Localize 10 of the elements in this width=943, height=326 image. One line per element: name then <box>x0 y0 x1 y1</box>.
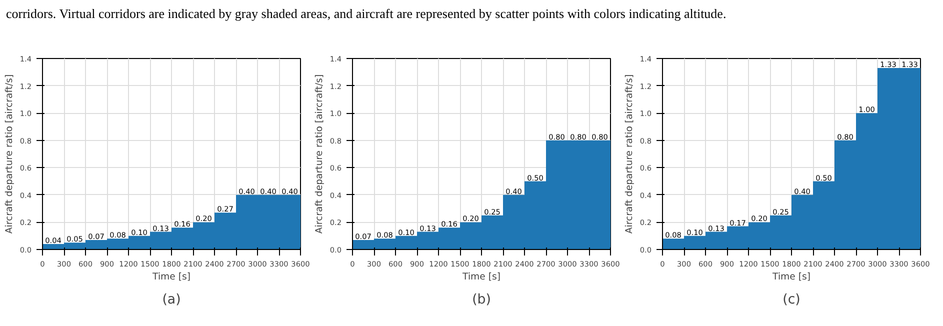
text: (b) <box>472 292 491 308</box>
text: (c) <box>782 292 800 308</box>
x-axis-title: Time [s] <box>772 272 810 282</box>
text: (a) <box>162 292 181 308</box>
x-axis-title: Time [s] <box>462 272 500 282</box>
y-axis-title: Aircraft departure ratio [aircraft/s] <box>624 74 635 234</box>
x-axis-title: Time [s] <box>152 272 190 282</box>
y-axis-title: Aircraft departure ratio [aircraft/s] <box>4 74 15 234</box>
text: corridors. Virtual corridors are indicated by gray shaded areas, and aircraft are represented by scatter points with colors indicating altitude. <box>6 5 726 23</box>
y-axis-title: Aircraft departure ratio [aircraft/s] <box>314 74 325 234</box>
